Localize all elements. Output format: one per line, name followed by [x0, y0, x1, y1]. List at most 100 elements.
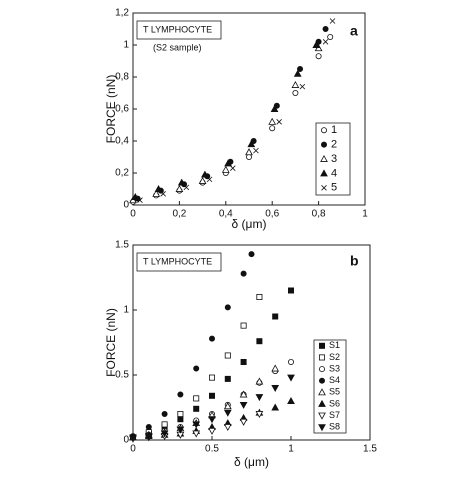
data-point [193, 405, 200, 412]
data-point [239, 401, 248, 409]
data-point [271, 364, 280, 372]
legend-marker [318, 424, 326, 432]
data-point [315, 53, 322, 60]
annotation-box [136, 252, 222, 272]
x-tick-label: 0,8 [312, 209, 326, 220]
data-point [161, 421, 168, 428]
annotation: T LYMPHOCYTE [143, 256, 212, 266]
data-point [327, 34, 334, 41]
data-point [160, 430, 169, 438]
y-tick-label: 0,4 [115, 136, 129, 147]
data-point [208, 335, 215, 342]
data-point [201, 170, 209, 178]
legend-marker [318, 354, 325, 361]
data-point [152, 189, 161, 197]
y-tick-label: 0,6 [115, 104, 129, 115]
legend-label: 5 [331, 182, 337, 194]
data-point [272, 313, 279, 320]
data-point [239, 418, 248, 426]
data-point [224, 159, 232, 167]
panel-label: b [350, 253, 359, 269]
data-point [287, 358, 294, 365]
x-tick-label: 1 [288, 444, 294, 455]
data-point [270, 104, 279, 112]
data-point [221, 165, 230, 173]
data-point [137, 197, 143, 203]
legend-marker [318, 399, 326, 407]
data-point [229, 165, 236, 171]
legend-label: S7 [329, 410, 340, 420]
legend-label: 2 [331, 139, 337, 151]
data-point [154, 184, 163, 192]
data-point [175, 184, 184, 192]
data-point [292, 90, 299, 97]
data-point [145, 423, 152, 430]
y-tick-label: 0,2 [115, 168, 129, 179]
legend-label: 4 [331, 167, 337, 179]
y-axis-label: FORCE (nN) [104, 308, 118, 377]
data-point [223, 402, 232, 410]
data-point [245, 153, 252, 160]
data-point [322, 39, 329, 45]
legend-marker [320, 127, 327, 134]
legend-marker [318, 342, 325, 349]
data-point [239, 390, 248, 398]
data-point [247, 140, 256, 148]
data-point [224, 375, 231, 382]
y-tick-label: 1.5 [115, 240, 129, 251]
legend-marker [320, 154, 328, 162]
data-point [312, 40, 321, 48]
data-point [192, 430, 201, 438]
legend-box [315, 122, 351, 196]
data-point [322, 25, 329, 32]
x-tick-label: 0 [130, 444, 136, 455]
data-point [224, 352, 231, 359]
data-point [160, 191, 166, 197]
data-point [224, 304, 231, 311]
y-tick-label: 0 [123, 200, 129, 211]
data-point [223, 424, 232, 432]
subannotation: (S2 sample) [153, 42, 202, 52]
data-point [176, 426, 185, 434]
x-axis-label: δ (μm) [234, 455, 269, 469]
x-tick-label: 1 [362, 209, 368, 220]
annotation-box [136, 20, 222, 40]
legend-label: S1 [329, 340, 340, 350]
legend-marker [321, 185, 327, 191]
data-point [208, 392, 215, 399]
data-point [144, 433, 153, 441]
data-point [256, 293, 263, 300]
data-point [193, 395, 200, 402]
data-point [177, 391, 184, 398]
data-point [161, 410, 168, 417]
data-point [177, 178, 186, 186]
legend-label: S4 [329, 375, 340, 385]
legend-label: S2 [329, 352, 340, 362]
data-point [276, 119, 282, 125]
data-point [240, 358, 247, 365]
y-tick-label: 1 [123, 305, 129, 316]
plot-frame [132, 244, 371, 441]
data-point [206, 176, 213, 183]
data-point [177, 410, 184, 417]
y-tick-label: 0,8 [115, 72, 129, 83]
data-point [183, 184, 190, 191]
x-tick-label: 0.5 [205, 444, 219, 455]
data-point [329, 18, 336, 24]
data-point [177, 416, 184, 423]
x-tick-label: 0,2 [172, 209, 186, 220]
data-point [255, 411, 264, 419]
x-tick-label: 1.5 [363, 444, 377, 455]
y-tick-label: 0 [123, 435, 129, 446]
legend-label: 3 [331, 153, 337, 165]
data-point [240, 322, 247, 329]
data-point [299, 83, 306, 90]
data-point [240, 270, 247, 277]
data-point [255, 377, 264, 385]
data-point [269, 125, 276, 132]
annotation: T LYMPHOCYTE [143, 24, 212, 34]
legend-marker [318, 388, 326, 396]
y-tick-label: 1 [123, 40, 129, 51]
data-point [287, 287, 294, 294]
